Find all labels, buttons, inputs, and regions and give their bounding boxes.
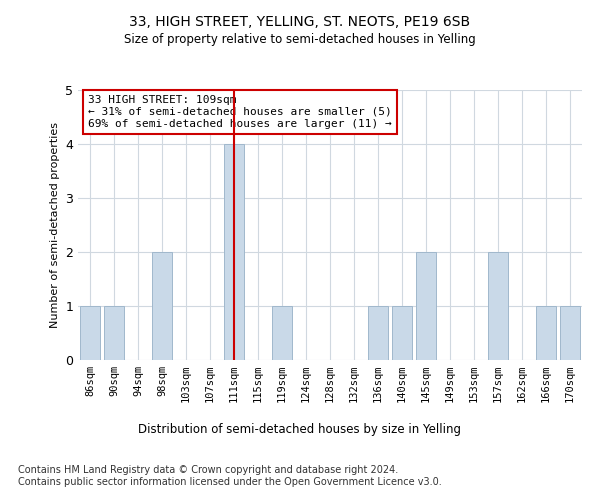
Bar — [416, 252, 436, 360]
Bar — [272, 306, 292, 360]
Bar — [392, 306, 412, 360]
Bar — [488, 252, 508, 360]
Y-axis label: Number of semi-detached properties: Number of semi-detached properties — [50, 122, 59, 328]
Text: 33, HIGH STREET, YELLING, ST. NEOTS, PE19 6SB: 33, HIGH STREET, YELLING, ST. NEOTS, PE1… — [130, 15, 470, 29]
Text: Size of property relative to semi-detached houses in Yelling: Size of property relative to semi-detach… — [124, 32, 476, 46]
Text: Distribution of semi-detached houses by size in Yelling: Distribution of semi-detached houses by … — [139, 422, 461, 436]
Text: 33 HIGH STREET: 109sqm
← 31% of semi-detached houses are smaller (5)
69% of semi: 33 HIGH STREET: 109sqm ← 31% of semi-det… — [88, 96, 392, 128]
Bar — [536, 306, 556, 360]
Bar — [224, 144, 244, 360]
Bar — [80, 306, 100, 360]
Text: Contains HM Land Registry data © Crown copyright and database right 2024.
Contai: Contains HM Land Registry data © Crown c… — [18, 465, 442, 486]
Bar — [104, 306, 124, 360]
Bar — [152, 252, 172, 360]
Bar — [560, 306, 580, 360]
Bar — [368, 306, 388, 360]
